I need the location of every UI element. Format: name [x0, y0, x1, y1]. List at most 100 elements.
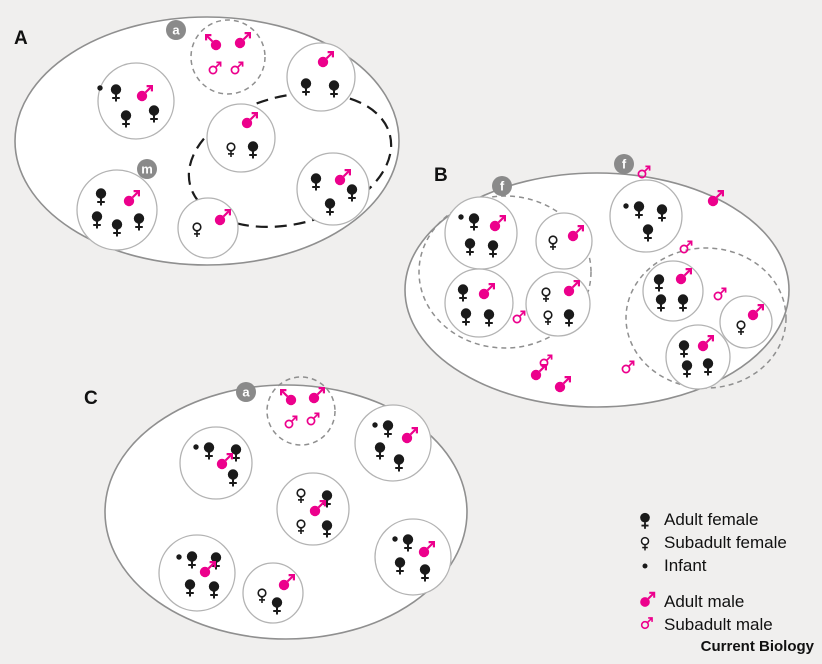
adult-female-icon: [320, 519, 334, 539]
panel-B: f f B: [404, 154, 790, 408]
legend-label: Adult female: [664, 509, 759, 529]
infant-icon: [623, 203, 629, 209]
legend-label: Adult male: [664, 591, 745, 611]
legend: Adult female Subadult female Infant Adult m…: [632, 508, 787, 636]
subadult-female-icon: [640, 536, 650, 551]
badge-circle: [236, 382, 256, 402]
adult-female-icon: [562, 308, 576, 328]
badge-circle: [166, 20, 186, 40]
infant-icon: [193, 444, 199, 450]
adult-female-icon: [270, 596, 284, 616]
one-male-unit: [76, 169, 158, 251]
unit-circle: [444, 196, 518, 270]
unit-circle: [642, 260, 704, 322]
one-male-unit: [525, 271, 591, 337]
one-male-unit: [374, 518, 452, 596]
badge-label: a: [172, 23, 180, 38]
unit-circle: [286, 42, 356, 112]
unit-circle: [177, 197, 239, 259]
badge-label: m: [141, 162, 153, 177]
adult-female-icon: [482, 308, 496, 328]
one-male-unit: [276, 472, 350, 546]
adult-female-icon: [109, 83, 123, 103]
badge-circle: [137, 159, 157, 179]
adult-female-icon: [463, 237, 477, 257]
unit-circle: [525, 271, 591, 337]
adult-female-icon: [119, 109, 133, 129]
unit-circle: [206, 103, 276, 173]
unit-circle: [665, 324, 731, 390]
badge-a: a: [236, 382, 256, 402]
adult-female-icon: [456, 283, 470, 303]
adult-female-icon: [641, 223, 655, 243]
unit-circle: [242, 562, 304, 624]
adult-female-icon: [486, 239, 500, 259]
one-male-unit: [242, 562, 304, 624]
adult-female-icon: [90, 210, 104, 230]
adult-female-icon: [226, 468, 240, 488]
one-male-unit: [609, 179, 683, 253]
adult-female-icon: [207, 580, 221, 600]
badge-circle: [492, 176, 512, 196]
adult-female-icon: [299, 77, 313, 97]
adult-female-icon: [393, 556, 407, 576]
infant-icon: [372, 422, 378, 428]
infant-icon: [642, 562, 648, 569]
adult-female-icon: [418, 563, 432, 583]
panel-C: aC: [84, 376, 468, 640]
legend-label: Infant: [664, 555, 707, 575]
infant-icon: [642, 562, 648, 569]
adult-female-icon: [323, 197, 337, 217]
unit-circle: [374, 518, 452, 596]
adult-female-icon: [345, 183, 359, 203]
journal-credit: Current Biology: [700, 638, 814, 655]
one-male-unit: [158, 534, 236, 612]
one-male-unit: [444, 196, 518, 270]
adult-female-icon: [654, 293, 668, 313]
adult-female-icon: [467, 212, 481, 232]
one-male-unit: [642, 260, 704, 322]
legend-item-adult-male: Adult male: [632, 590, 787, 613]
one-male-unit: [177, 197, 239, 259]
unit-circle: [444, 268, 514, 338]
one-male-unit: [286, 42, 356, 112]
adult-female-icon: [652, 273, 666, 293]
adult-female-icon: [632, 200, 646, 220]
adult-female-icon: [373, 441, 387, 461]
adult-female-icon: [701, 357, 715, 377]
panel-letter: B: [434, 165, 448, 186]
badge-label: f: [500, 179, 505, 194]
adult-female-icon: [381, 419, 395, 439]
adult-female-icon: [392, 453, 406, 473]
infant-icon: [176, 554, 182, 560]
unit-circle: [535, 212, 593, 270]
adult-female-icon: [309, 172, 323, 192]
adult-female-icon: [132, 212, 146, 232]
unit-circle: [719, 295, 773, 349]
unit-circle: [354, 404, 432, 482]
legend-item-subadult-male: Subadult male: [632, 613, 787, 636]
adult-male-icon: [639, 591, 656, 608]
legend-item-subadult-female: Subadult female: [632, 531, 787, 554]
panel-letter: C: [84, 388, 98, 409]
legend-label: Subadult male: [664, 614, 773, 634]
all-male-unit-boundary: [190, 19, 266, 95]
unit-circle: [179, 426, 253, 500]
badge-f: f: [614, 154, 634, 174]
unit-circle: [609, 179, 683, 253]
panel-A: a m A: [14, 16, 400, 266]
subadult-male-icon: [640, 616, 653, 629]
one-male-unit: [665, 324, 731, 390]
one-male-unit: [354, 404, 432, 482]
legend-item-infant: Infant: [632, 554, 787, 577]
adult-female-icon: [459, 307, 473, 327]
unit-circle: [158, 534, 236, 612]
badge-label: a: [242, 385, 250, 400]
infant-icon: [97, 85, 103, 91]
adult-female-icon: [401, 533, 415, 553]
adult-female-icon: [677, 339, 691, 359]
clan-boundary: [418, 195, 592, 349]
one-male-unit: [535, 212, 593, 270]
